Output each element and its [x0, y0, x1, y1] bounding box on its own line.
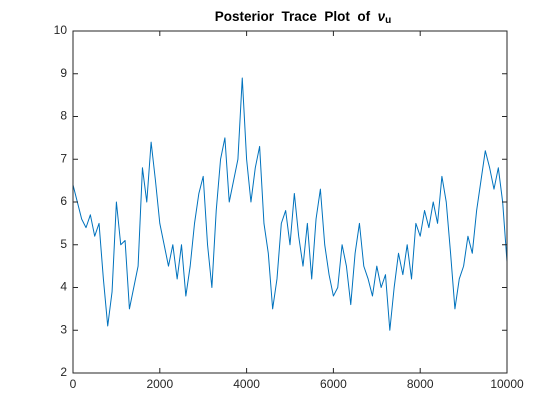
- y-tick-label: 10: [54, 23, 68, 37]
- chart-title: Posterior Trace Plot of νu: [215, 9, 391, 26]
- y-tick-label: 6: [60, 194, 67, 208]
- x-tick-label: 8000: [407, 377, 434, 391]
- y-tick-label: 9: [60, 66, 67, 80]
- y-tick-label: 8: [60, 109, 67, 123]
- title-subscript: u: [385, 15, 391, 26]
- title-symbol: ν: [378, 9, 386, 24]
- x-tick-label: 0: [70, 377, 77, 391]
- x-tick-label: 10000: [490, 377, 524, 391]
- x-tick-label: 4000: [233, 377, 260, 391]
- trace-line: [72, 77, 508, 331]
- x-tick-label: 6000: [320, 377, 347, 391]
- y-tick-label: 7: [60, 151, 67, 165]
- x-tick-label: 2000: [146, 377, 173, 391]
- title-text: Posterior Trace Plot of: [215, 9, 378, 24]
- y-tick-label: 4: [60, 280, 67, 294]
- y-tick-label: 2: [60, 365, 67, 379]
- y-tick-label: 3: [60, 322, 67, 336]
- y-tick-label: 5: [60, 237, 67, 251]
